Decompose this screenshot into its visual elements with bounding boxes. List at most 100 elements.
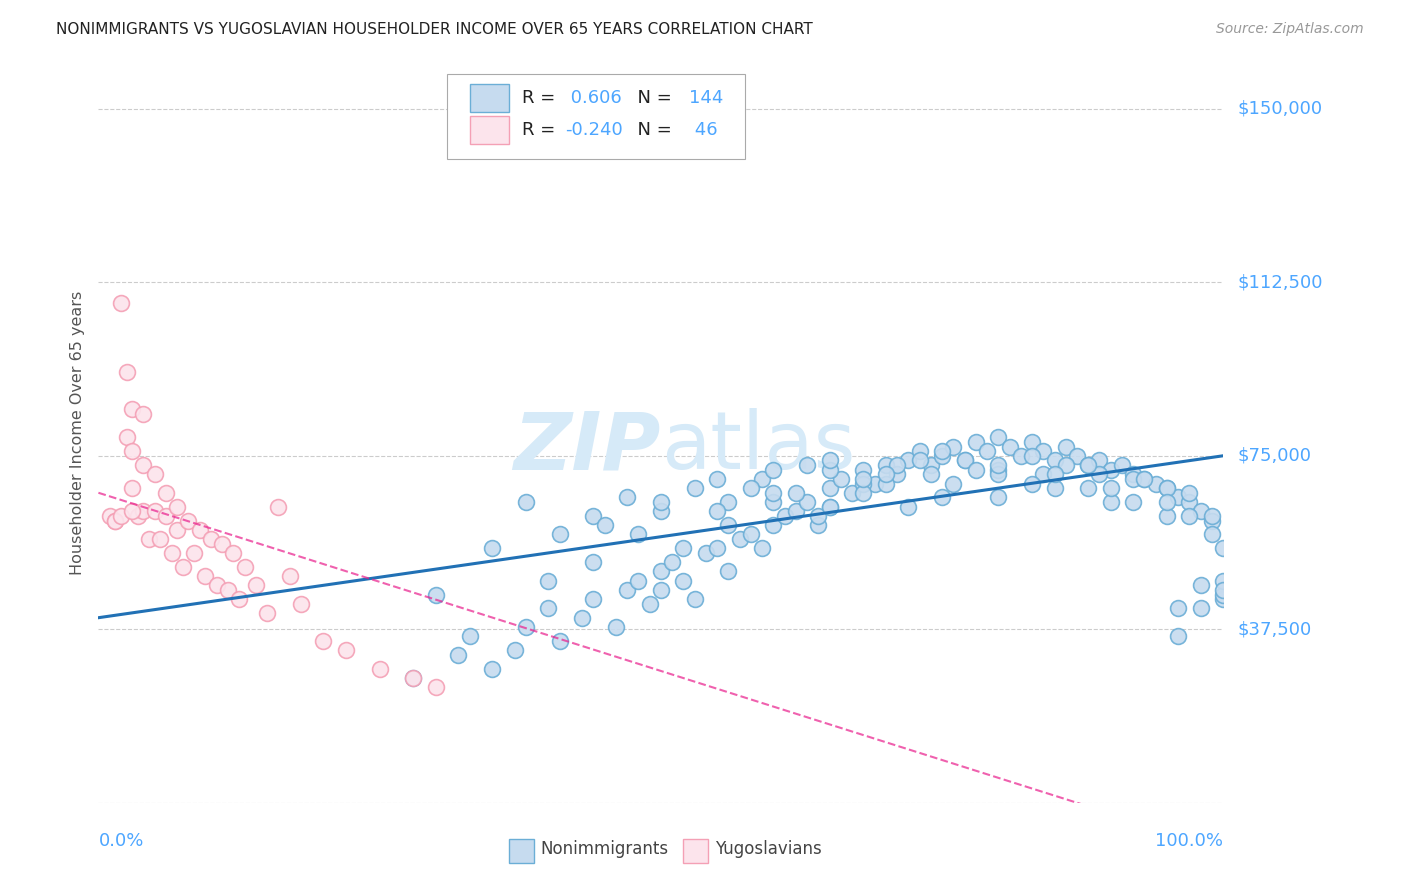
Point	[605, 620, 627, 634]
Text: 0.0%: 0.0%	[98, 832, 143, 850]
Point	[1156, 495, 1178, 509]
Point	[1189, 578, 1212, 592]
Point	[931, 444, 953, 458]
Point	[942, 440, 965, 454]
Point	[1133, 472, 1156, 486]
Point	[1111, 458, 1133, 472]
Point	[228, 592, 250, 607]
Point	[149, 532, 172, 546]
Text: Nonimmigrants: Nonimmigrants	[540, 840, 669, 858]
Text: R =: R =	[523, 89, 561, 107]
Point	[217, 582, 239, 597]
Point	[762, 462, 785, 476]
Point	[121, 402, 143, 417]
FancyBboxPatch shape	[447, 73, 745, 159]
Point	[1122, 472, 1144, 486]
Point	[548, 633, 571, 648]
Point	[1032, 467, 1054, 482]
Point	[402, 671, 425, 685]
Text: $37,500: $37,500	[1237, 620, 1312, 639]
Point	[875, 467, 897, 482]
Point	[717, 565, 740, 579]
Point	[1088, 467, 1111, 482]
Bar	[509, 839, 534, 863]
Point	[172, 559, 194, 574]
Point	[931, 491, 953, 505]
Point	[1021, 476, 1043, 491]
Point	[650, 565, 672, 579]
Point	[425, 588, 447, 602]
Point	[773, 508, 796, 523]
Point	[998, 440, 1021, 454]
Point	[942, 476, 965, 491]
Point	[897, 453, 920, 467]
Point	[368, 662, 391, 676]
Point	[458, 629, 481, 643]
Point	[1122, 495, 1144, 509]
Point	[1167, 601, 1189, 615]
Point	[503, 643, 526, 657]
Point	[751, 541, 773, 556]
Point	[132, 458, 155, 472]
Point	[447, 648, 470, 662]
Point	[650, 495, 672, 509]
Point	[762, 495, 785, 509]
Point	[582, 592, 605, 607]
Point	[1099, 495, 1122, 509]
Point	[160, 546, 183, 560]
Text: atlas: atlas	[661, 409, 855, 486]
Point	[537, 574, 560, 588]
Point	[1133, 472, 1156, 486]
Point	[290, 597, 312, 611]
Point	[104, 514, 127, 528]
Point	[1122, 467, 1144, 482]
Point	[740, 527, 762, 541]
Point	[1077, 458, 1099, 472]
Point	[863, 476, 886, 491]
Point	[1178, 485, 1201, 500]
Point	[987, 491, 1010, 505]
Text: 144: 144	[689, 89, 723, 107]
Point	[762, 518, 785, 533]
Text: 0.606: 0.606	[565, 89, 621, 107]
Point	[1189, 601, 1212, 615]
Point	[1156, 481, 1178, 495]
Point	[256, 606, 278, 620]
Point	[1178, 495, 1201, 509]
Point	[965, 434, 987, 449]
Point	[1088, 453, 1111, 467]
Point	[1212, 582, 1234, 597]
Point	[155, 485, 177, 500]
Point	[515, 495, 537, 509]
Point	[515, 620, 537, 634]
Point	[920, 458, 942, 472]
Point	[1066, 449, 1088, 463]
Point	[987, 458, 1010, 472]
Point	[1212, 592, 1234, 607]
Point	[1010, 449, 1032, 463]
Point	[717, 518, 740, 533]
Point	[706, 504, 728, 518]
Text: N =: N =	[626, 89, 678, 107]
Point	[762, 485, 785, 500]
Point	[965, 462, 987, 476]
Point	[278, 569, 301, 583]
Point	[104, 514, 127, 528]
Point	[886, 467, 908, 482]
Text: ZIP: ZIP	[513, 409, 661, 486]
Point	[205, 578, 228, 592]
Point	[1021, 434, 1043, 449]
Point	[571, 610, 593, 624]
Point	[830, 472, 852, 486]
Point	[1212, 541, 1234, 556]
Point	[1212, 574, 1234, 588]
Point	[1167, 491, 1189, 505]
Point	[188, 523, 211, 537]
Point	[98, 508, 121, 523]
Point	[796, 495, 818, 509]
Point	[908, 453, 931, 467]
Point	[706, 541, 728, 556]
Point	[481, 662, 503, 676]
Text: R =: R =	[523, 120, 561, 139]
Point	[132, 407, 155, 421]
